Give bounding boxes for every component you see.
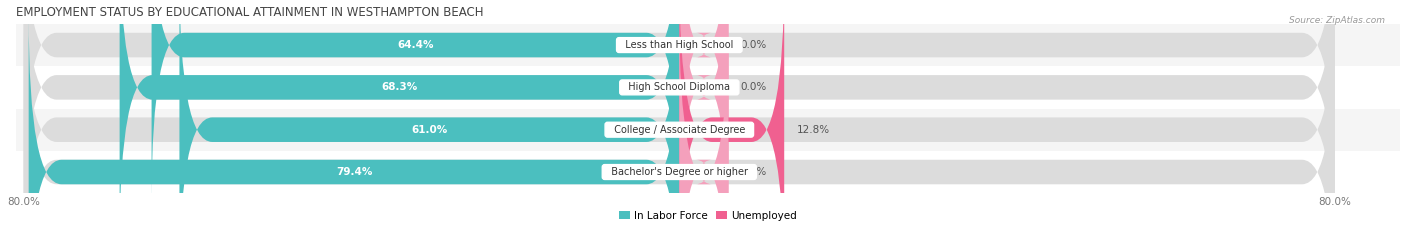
Bar (15, 66, 1400, 109)
Text: 61.0%: 61.0% (411, 125, 447, 135)
Text: 0.0%: 0.0% (741, 82, 768, 92)
FancyBboxPatch shape (152, 0, 679, 202)
Text: Source: ZipAtlas.com: Source: ZipAtlas.com (1289, 16, 1385, 25)
FancyBboxPatch shape (24, 0, 1334, 233)
FancyBboxPatch shape (120, 0, 679, 233)
Text: 0.0%: 0.0% (741, 167, 768, 177)
FancyBboxPatch shape (24, 15, 1334, 233)
FancyBboxPatch shape (679, 15, 728, 233)
FancyBboxPatch shape (679, 0, 728, 233)
FancyBboxPatch shape (180, 0, 679, 233)
FancyBboxPatch shape (24, 0, 1334, 233)
Text: 79.4%: 79.4% (336, 167, 373, 177)
FancyBboxPatch shape (679, 0, 728, 202)
Text: 12.8%: 12.8% (796, 125, 830, 135)
Text: High School Diploma: High School Diploma (623, 82, 737, 92)
Bar (15, 109, 1400, 151)
FancyBboxPatch shape (679, 0, 785, 233)
Bar (15, 151, 1400, 193)
Legend: In Labor Force, Unemployed: In Labor Force, Unemployed (616, 207, 800, 225)
Text: Less than High School: Less than High School (619, 40, 740, 50)
Text: EMPLOYMENT STATUS BY EDUCATIONAL ATTAINMENT IN WESTHAMPTON BEACH: EMPLOYMENT STATUS BY EDUCATIONAL ATTAINM… (15, 6, 484, 19)
Bar (15, 24, 1400, 66)
Text: 0.0%: 0.0% (741, 40, 768, 50)
Text: College / Associate Degree: College / Associate Degree (607, 125, 751, 135)
Text: 68.3%: 68.3% (381, 82, 418, 92)
FancyBboxPatch shape (24, 0, 1334, 202)
Text: 64.4%: 64.4% (398, 40, 433, 50)
Text: Bachelor's Degree or higher: Bachelor's Degree or higher (605, 167, 754, 177)
FancyBboxPatch shape (28, 15, 679, 233)
